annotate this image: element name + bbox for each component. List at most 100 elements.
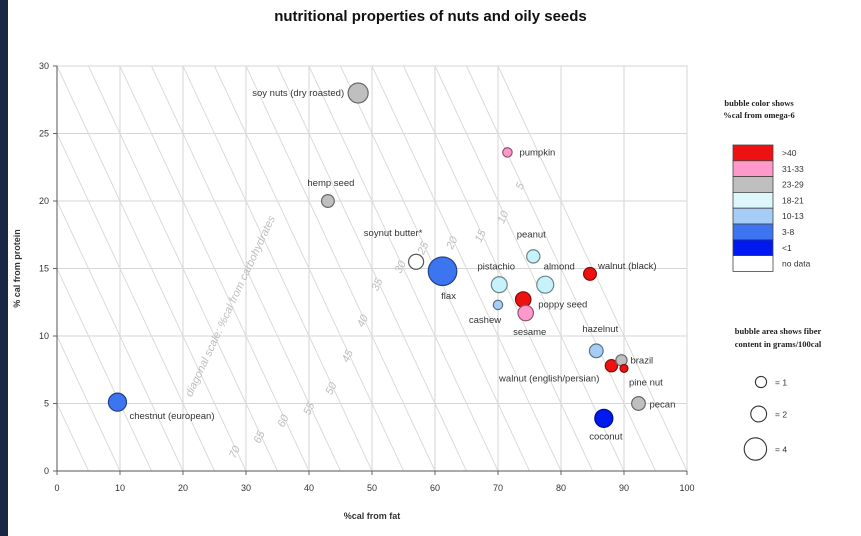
bubble [107, 392, 128, 412]
point-label: walnut (english/persian) [498, 374, 599, 385]
data-points: soy nuts (dry roasted) pumpkin hemp seed so… [107, 82, 675, 442]
point-label: pistachio [478, 262, 516, 273]
color-legend-swatch [732, 176, 774, 193]
bubble [347, 82, 369, 104]
point-label: almond [544, 262, 575, 273]
color-legend-label: no data [782, 259, 811, 269]
legend: bubble color shows %cal from omega-6 >40 31… [723, 98, 822, 461]
bubble [536, 275, 555, 294]
bubble [514, 291, 532, 308]
bubble [588, 343, 604, 359]
diagonal-tick-label: 45 [340, 347, 356, 364]
x-tick-label: 100 [679, 483, 694, 493]
diagonal-line [151, 66, 341, 471]
x-tick-label: 30 [241, 483, 251, 493]
x-tick-label: 90 [619, 483, 629, 493]
bubble [582, 266, 597, 281]
bubble [517, 304, 535, 322]
diagonal-tick-label: 55 [301, 400, 317, 417]
diagonal-tick-label: 40 [355, 312, 371, 329]
axes: %cal from fat % cal from protein 0 10 20 30… [12, 61, 695, 521]
x-tick-label: 0 [54, 483, 59, 493]
diagonal-tick-label: 70 [227, 443, 243, 460]
point-label: sesame [513, 327, 546, 338]
diagonal-line [57, 132, 215, 471]
color-legend-label: 3-8 [782, 227, 795, 237]
bubble [502, 147, 513, 158]
color-legend-swatch [732, 239, 774, 257]
bubble [427, 256, 458, 287]
point-label: brazil [630, 355, 653, 366]
y-axis-label: % cal from protein [12, 229, 22, 308]
point-label: coconut [589, 431, 623, 442]
point-label: pine nut [629, 377, 663, 388]
point-label: cashew [469, 315, 501, 326]
y-tick-label: 30 [39, 61, 49, 71]
color-legend-title: bubble color shows [724, 98, 794, 108]
diagonal-tick-label: 50 [323, 380, 339, 397]
diagonal-line [308, 66, 499, 471]
x-tick-label: 20 [178, 483, 188, 493]
y-tick-label: 5 [44, 399, 49, 409]
x-tick-label: 10 [115, 483, 125, 493]
bubble [631, 396, 646, 411]
x-tick-label: 80 [556, 483, 566, 493]
bubble [619, 363, 629, 373]
diagonal-line [57, 199, 184, 471]
diagonal-tick-label: 15 [473, 227, 489, 244]
diagonal-line [214, 66, 404, 471]
diagonal-line [466, 66, 656, 471]
diagonal-line [277, 66, 467, 471]
bubble [320, 194, 335, 208]
y-tick-label: 0 [44, 466, 49, 476]
diagonal-tick-label: 65 [252, 428, 268, 445]
y-tick-label: 10 [39, 331, 49, 341]
x-tick-label: 60 [430, 483, 440, 493]
color-legend-swatch [732, 144, 774, 162]
diagonal-line [371, 66, 562, 471]
bubble [604, 358, 619, 373]
color-legend-label: 10-13 [782, 211, 804, 221]
diagonal-tick-label: 20 [444, 234, 461, 252]
bubble [526, 249, 541, 264]
diagonal-line [434, 66, 625, 471]
point-label: poppy seed [538, 300, 587, 311]
point-label: chestnut (european) [129, 411, 214, 422]
size-legend-label: = 4 [775, 445, 787, 455]
bubble [407, 253, 425, 270]
x-tick-label: 40 [304, 483, 314, 493]
x-axis-label: %cal from fat [344, 511, 401, 521]
size-legend-bubble [750, 405, 768, 423]
point-label: pumpkin [519, 147, 555, 158]
color-legend-swatch [732, 207, 774, 225]
diagonal-tick-label: 25 [415, 239, 432, 257]
point-label: pecan [649, 400, 675, 411]
color-legend-swatch [732, 191, 774, 209]
color-legend-label: >40 [782, 148, 797, 158]
color-legend-label: <1 [782, 243, 792, 253]
x-tick-label: 50 [367, 483, 377, 493]
y-tick-label: 20 [39, 196, 49, 206]
diagonal-tick-label: 10 [495, 208, 511, 225]
diagonal-tick-label: 35 [369, 276, 385, 293]
point-label: hemp seed [307, 178, 354, 189]
point-label: walnut (black) [597, 261, 657, 272]
diagonal-line [119, 66, 310, 471]
x-tick-label: 70 [493, 483, 503, 493]
color-legend-label: 18-21 [782, 195, 804, 205]
diagonal-tick-label: 60 [276, 412, 292, 429]
size-legend-label: = 2 [775, 410, 787, 420]
size-legend-bubble [754, 375, 768, 389]
color-legend-label: 31-33 [782, 164, 804, 174]
size-legend-bubble [743, 437, 768, 461]
diagonal-line [57, 334, 121, 471]
color-legend-swatch [732, 223, 774, 241]
diagonal-line [88, 66, 278, 471]
color-legend-swatch [732, 255, 774, 272]
size-legend-title: bubble area shows fiber [735, 326, 822, 336]
color-legend-swatch [732, 160, 774, 178]
color-legend-label: 23-29 [782, 180, 804, 190]
chart-title: nutritional properties of nuts and oily … [274, 8, 587, 25]
bubble [492, 299, 504, 311]
